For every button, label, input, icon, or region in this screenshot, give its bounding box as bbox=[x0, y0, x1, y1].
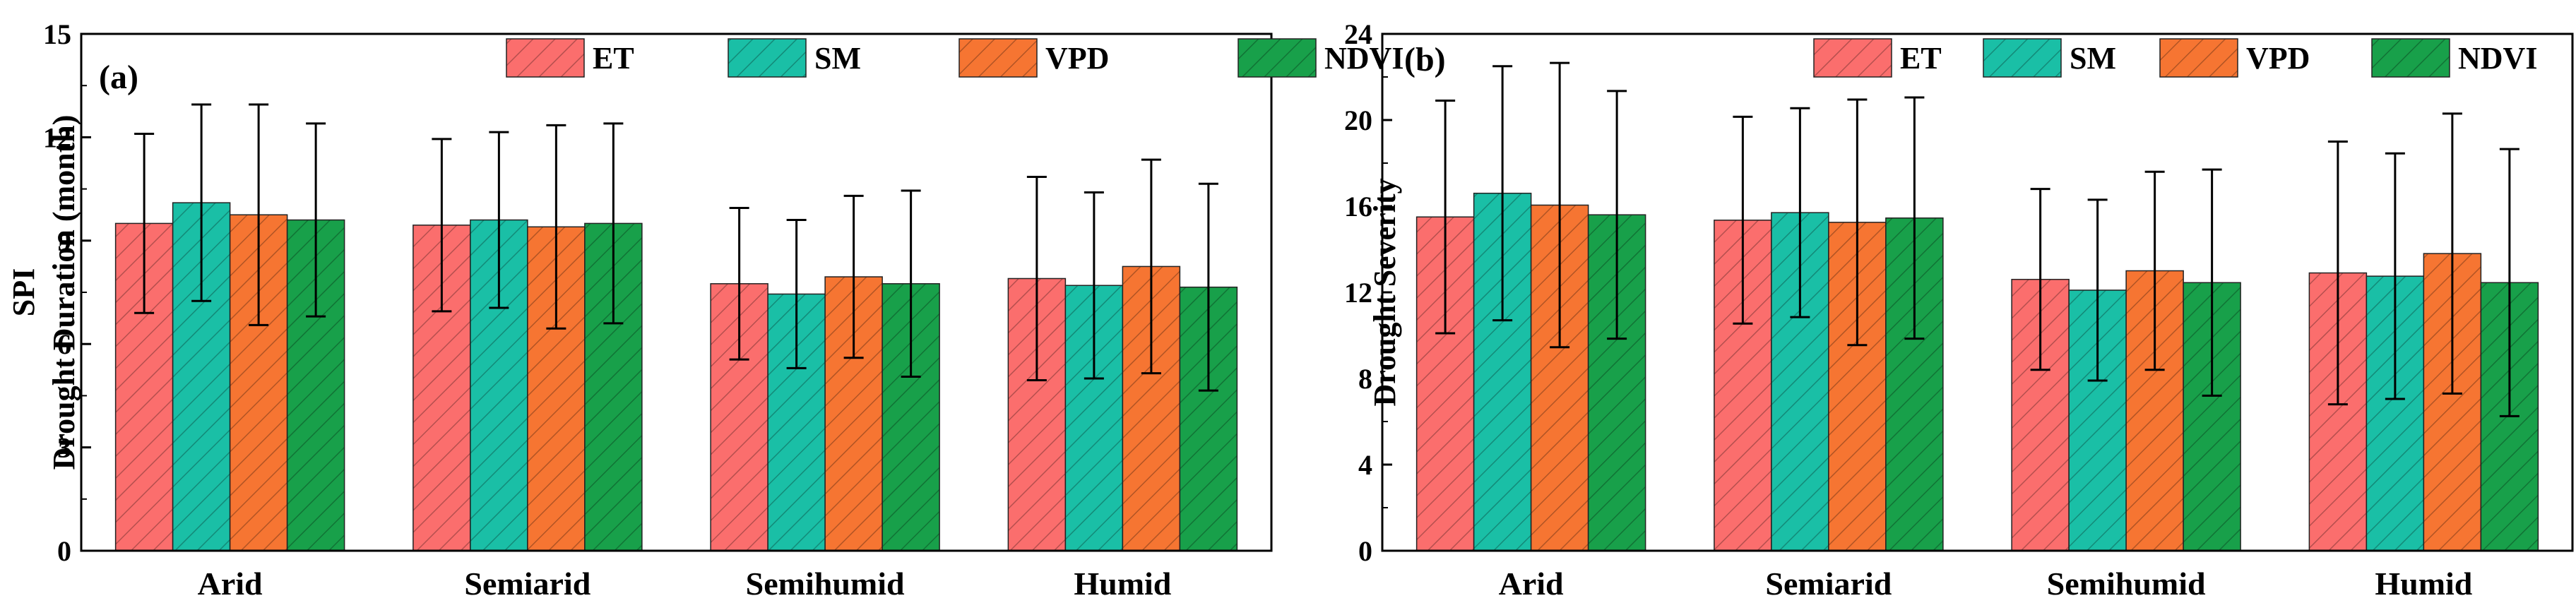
legend-swatch-ndvi bbox=[2371, 38, 2450, 78]
error-bar-vpd-humid bbox=[1141, 158, 1161, 375]
x-tick-label: Semiarid bbox=[1765, 566, 1892, 602]
panel-label: (b) bbox=[1404, 41, 1446, 78]
panel-label: (a) bbox=[99, 59, 138, 96]
y-tick-label: 12 bbox=[1344, 277, 1372, 309]
error-bar-vpd-semihumid bbox=[843, 194, 864, 359]
error-bar-sm-arid bbox=[1492, 65, 1513, 322]
x-tick-label: Semihumid bbox=[2047, 566, 2206, 602]
error-bar-sm-arid bbox=[191, 103, 212, 302]
x-tick-label: Arid bbox=[198, 566, 263, 602]
legend-swatch-sm bbox=[1983, 38, 2062, 78]
legend-label-sm: SM bbox=[2070, 41, 2116, 76]
y-axis-label: Drought Severity bbox=[1367, 178, 1402, 406]
error-bar-et-semihumid bbox=[729, 206, 749, 361]
y-tick-label: 3 bbox=[57, 432, 71, 464]
error-bar-ndvi-humid bbox=[1198, 182, 1218, 392]
y-tick-label: 6 bbox=[57, 328, 71, 360]
legend-swatch-et bbox=[1813, 38, 1892, 78]
x-tick-label: Humid bbox=[1074, 566, 1171, 602]
legend-swatch-vpd bbox=[958, 38, 1038, 78]
error-bar-ndvi-semihumid bbox=[901, 189, 921, 378]
legend-swatch-et bbox=[506, 38, 585, 78]
y-tick-label: 16 bbox=[1344, 191, 1372, 222]
y-tick-label: 9 bbox=[57, 225, 71, 257]
error-bar-vpd-semiarid bbox=[546, 124, 566, 330]
error-bar-ndvi-semiarid bbox=[1904, 96, 1925, 340]
error-bar-sm-semiarid bbox=[1790, 107, 1810, 318]
error-bar-sm-semihumid bbox=[786, 219, 807, 369]
error-bar-et-semihumid bbox=[2030, 188, 2050, 371]
y-tick-label: 12 bbox=[43, 121, 71, 153]
x-tick-label: Semihumid bbox=[746, 566, 905, 602]
error-bar-ndvi-arid bbox=[306, 122, 326, 318]
error-bar-ndvi-semiarid bbox=[603, 122, 624, 325]
error-bar-ndvi-semihumid bbox=[2202, 168, 2222, 397]
y-tick-label: 0 bbox=[1358, 535, 1372, 567]
error-bar-et-humid bbox=[1026, 176, 1047, 381]
error-bar-sm-humid bbox=[2385, 152, 2405, 400]
error-bar-vpd-humid bbox=[2442, 112, 2462, 395]
error-bar-sm-semihumid bbox=[2087, 198, 2108, 382]
error-bar-ndvi-humid bbox=[2499, 148, 2519, 417]
x-tick-label: Humid bbox=[2375, 566, 2472, 602]
error-bar-sm-semiarid bbox=[489, 131, 509, 309]
error-bar-et-semiarid bbox=[432, 138, 452, 313]
y-tick-label: 24 bbox=[1344, 18, 1372, 50]
legend-label-vpd: VPD bbox=[1045, 41, 1109, 76]
y-tick-label: 15 bbox=[43, 18, 71, 50]
error-bar-vpd-arid bbox=[249, 103, 269, 326]
error-bar-et-semiarid bbox=[1733, 115, 1753, 325]
y-axis-label: Drought Duration (month) bbox=[47, 115, 81, 470]
panel-b-chart: Arid Semiarid Semihumid Humid 0 4 8 12 16 20 24 Dro… bbox=[1344, 18, 2574, 602]
error-bar-vpd-arid bbox=[1550, 61, 1570, 349]
error-bar-et-arid bbox=[134, 133, 155, 314]
legend-label-vpd: VPD bbox=[2246, 41, 2310, 76]
x-tick-label: Arid bbox=[1499, 566, 1564, 602]
x-tick-label: Semiarid bbox=[464, 566, 590, 602]
legend-swatch-vpd bbox=[2159, 38, 2238, 78]
legend-label-et: ET bbox=[593, 41, 634, 76]
error-bar-vpd-semiarid bbox=[1847, 98, 1868, 347]
error-bar-vpd-semihumid bbox=[2144, 170, 2165, 371]
error-bar-ndvi-arid bbox=[1607, 90, 1627, 340]
y-tick-label: 0 bbox=[57, 535, 71, 567]
legend-label-ndvi: NDVI bbox=[2458, 41, 2537, 76]
legend-swatch-sm bbox=[728, 38, 807, 78]
y-axis-label: SPI bbox=[6, 268, 41, 316]
legend-label-ndvi: NDVI bbox=[1324, 41, 1403, 76]
error-bar-et-arid bbox=[1435, 100, 1456, 335]
legend-label-et: ET bbox=[1900, 41, 1942, 76]
y-tick-label: 20 bbox=[1344, 105, 1372, 136]
y-tick-label: 4 bbox=[1358, 449, 1372, 481]
y-tick-label: 8 bbox=[1358, 363, 1372, 395]
error-bar-sm-humid bbox=[1084, 191, 1104, 380]
legend-label-sm: SM bbox=[814, 41, 861, 76]
legend-swatch-ndvi bbox=[1237, 38, 1317, 78]
error-bar-et-humid bbox=[2327, 141, 2348, 406]
